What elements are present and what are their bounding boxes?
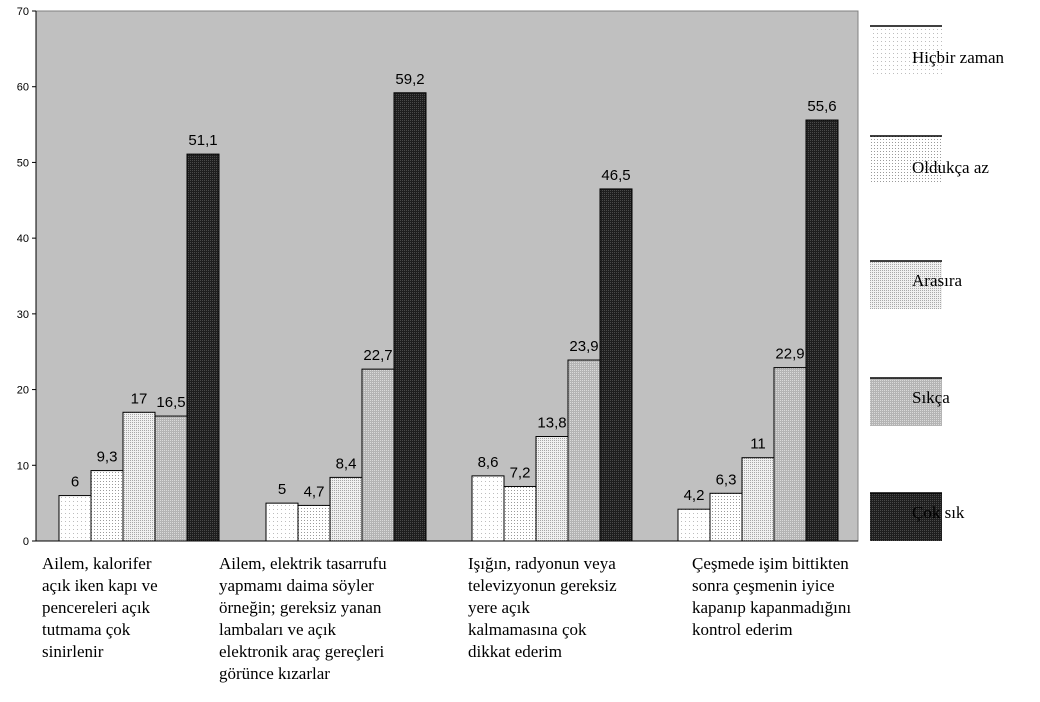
category-label-line: dikkat ederim xyxy=(468,642,562,661)
category-label-line: açık iken kapı ve xyxy=(42,576,158,595)
data-label-oldukca-az-4: 6,3 xyxy=(716,471,737,488)
category-label-line: örneğin; gereksiz yanan xyxy=(219,598,382,617)
data-label-arasira-2: 8,4 xyxy=(336,455,357,472)
category-label-line: görünce kızarlar xyxy=(219,664,330,683)
y-tick-label: 10 xyxy=(17,460,29,472)
legend-label-oldukca-az: Oldukça az xyxy=(912,158,989,177)
data-label-oldukca-az-1: 9,3 xyxy=(97,449,118,466)
bar-sikca-4 xyxy=(773,367,807,542)
legend-label-sikca: Sıkça xyxy=(912,388,950,407)
bar-hicbir-zaman-2 xyxy=(265,502,299,542)
legend-label-arasira: Arasıra xyxy=(912,271,962,290)
category-label-1: Ailem, kalorifer açık iken kapı ve pencere… xyxy=(42,554,158,661)
category-label-line: Ailem, elektrik tasarrufu xyxy=(219,554,387,573)
bar-oldukca-az-1 xyxy=(90,470,124,542)
category-label-line: kapanıp kapanmadığını xyxy=(692,598,851,617)
y-tick-label: 0 xyxy=(23,536,29,548)
legend: Hiçbir zaman Oldukça az Arasıra Sıkça Çok sı… xyxy=(870,25,1005,541)
category-label-line: Çeşmede işim bittikten xyxy=(692,554,849,573)
y-tick-label: 30 xyxy=(17,309,29,321)
bar-oldukca-az-3 xyxy=(503,485,537,542)
data-label-arasira-3: 13,8 xyxy=(537,415,566,432)
y-tick-label: 60 xyxy=(17,82,29,94)
category-label-line: sinirlenir xyxy=(42,642,104,661)
category-label-line: elektronik araç gereçleri xyxy=(219,642,384,661)
category-label-line: kontrol ederim xyxy=(692,620,793,639)
data-label-cok-sik-1: 51,1 xyxy=(188,132,217,149)
data-label-oldukca-az-3: 7,2 xyxy=(510,464,531,481)
data-label-hicbir-zaman-1: 6 xyxy=(71,474,79,491)
bar-arasira-3 xyxy=(535,436,569,542)
bar-arasira-4 xyxy=(741,457,775,542)
legend-label-cok-sik: Çok sık xyxy=(912,503,965,522)
category-label-line: yapmamı daima söyler xyxy=(219,576,374,595)
category-label-line: lambaları ve açık xyxy=(219,620,337,639)
bar-cok-sik-2 xyxy=(393,92,427,542)
data-label-sikca-3: 23,9 xyxy=(569,338,598,355)
bar-hicbir-zaman-3 xyxy=(471,475,505,542)
y-tick-label: 70 xyxy=(17,6,29,18)
data-label-hicbir-zaman-2: 5 xyxy=(278,481,286,498)
y-tick-label: 50 xyxy=(17,157,29,169)
category-label-line: pencereleri açık xyxy=(42,598,151,617)
data-label-arasira-1: 17 xyxy=(131,390,148,407)
bars xyxy=(58,92,839,542)
data-label-cok-sik-3: 46,5 xyxy=(601,167,630,184)
data-label-hicbir-zaman-4: 4,2 xyxy=(684,487,705,504)
bar-hicbir-zaman-1 xyxy=(58,495,92,542)
data-label-sikca-1: 16,5 xyxy=(156,394,185,411)
bar-cok-sik-3 xyxy=(599,188,633,542)
category-label-line: Ailem, kalorifer xyxy=(42,554,152,573)
bar-oldukca-az-4 xyxy=(709,492,743,542)
bar-cok-sik-4 xyxy=(805,119,839,542)
legend-swatch-oldukca-az xyxy=(870,136,942,184)
category-label-line: televizyonun gereksiz xyxy=(468,576,617,595)
legend-swatch-hicbir-zaman xyxy=(870,26,942,74)
legend-swatch-cok-sik xyxy=(870,493,942,541)
category-label-line: sonra çeşmenin iyice xyxy=(692,576,835,595)
legend-label-hicbir-zaman: Hiçbir zaman xyxy=(912,48,1005,67)
bar-sikca-2 xyxy=(361,368,395,542)
data-label-sikca-4: 22,9 xyxy=(775,346,804,363)
bar-arasira-1 xyxy=(122,411,156,542)
bar-hicbir-zaman-4 xyxy=(677,508,711,542)
data-label-cok-sik-4: 55,6 xyxy=(807,98,836,115)
category-label-2: Ailem, elektrik tasarrufu yapmamı daima s… xyxy=(219,554,387,683)
bar-sikca-1 xyxy=(154,415,188,542)
category-label-3: Işığın, radyonun veya televizyonun gereks… xyxy=(468,554,617,661)
legend-swatch-sikca xyxy=(870,378,942,426)
category-label-line: tutmama çok xyxy=(42,620,131,639)
legend-swatch-arasira xyxy=(870,261,942,309)
data-label-hicbir-zaman-3: 8,6 xyxy=(478,454,499,471)
y-tick-label: 20 xyxy=(17,385,29,397)
bar-cok-sik-1 xyxy=(186,153,220,542)
category-label-line: Işığın, radyonun veya xyxy=(468,554,616,573)
bar-oldukca-az-2 xyxy=(297,504,331,542)
category-label-line: kalmamasına çok xyxy=(468,620,587,639)
bar-arasira-2 xyxy=(329,476,363,542)
data-label-arasira-4: 11 xyxy=(750,436,766,453)
category-labels: Ailem, kalorifer açık iken kapı ve pencere… xyxy=(42,554,851,683)
category-label-line: yere açık xyxy=(468,598,530,617)
category-label-4: Çeşmede işim bittikten sonra çeşmenin iyi… xyxy=(692,554,851,639)
data-label-sikca-2: 22,7 xyxy=(363,347,392,364)
bar-sikca-3 xyxy=(567,359,601,542)
data-label-oldukca-az-2: 4,7 xyxy=(304,483,325,500)
y-tick-label: 40 xyxy=(17,233,29,245)
data-labels: 6 5 8,6 4,2 9,3 4,7 7,2 6,3 17 8,4 13,8 11 16,5 22,7 2… xyxy=(71,71,837,504)
data-label-cok-sik-2: 59,2 xyxy=(395,71,424,88)
